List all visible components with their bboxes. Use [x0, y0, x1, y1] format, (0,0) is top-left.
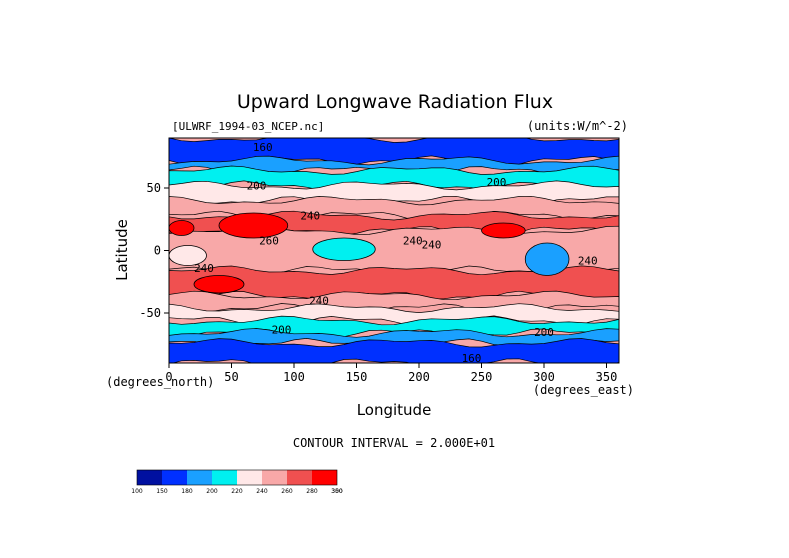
- colorbar-label: 350: [331, 488, 343, 495]
- latitude-band: [169, 155, 619, 176]
- x-axis-label: Longitude: [357, 401, 432, 419]
- x-tick-label: 300: [533, 370, 555, 384]
- x-tick-label: 200: [408, 370, 430, 384]
- y-unit-label: (degrees_north): [106, 375, 214, 389]
- x-tick-label: 350: [596, 370, 618, 384]
- colorbar-label: 100: [131, 488, 143, 495]
- colorbar-swatch: [137, 470, 162, 485]
- colorbar-label: 150: [156, 488, 168, 495]
- latitude-band: [169, 138, 619, 166]
- chart-title: Upward Longwave Radiation Flux: [237, 91, 553, 113]
- contour-field: [169, 138, 619, 363]
- regional-feature: [193, 275, 245, 294]
- colorbar-swatch: [287, 470, 312, 485]
- regional-feature: [218, 212, 289, 239]
- colorbar-label: 240: [256, 488, 268, 495]
- regional-feature: [169, 220, 195, 236]
- contour-label: 160: [253, 141, 273, 154]
- y-tick-label: 50: [147, 181, 161, 195]
- x-axis-ticks: 0 50 100 150 200 250 300 350: [165, 363, 617, 384]
- colorbar-swatch: [212, 470, 237, 485]
- contour-label: 200: [534, 326, 554, 339]
- x-tick-label: 100: [283, 370, 305, 384]
- contour-label: 240: [194, 262, 214, 275]
- colorbar-frame: [136, 469, 338, 486]
- y-axis-ticks: 50 0 -50: [139, 181, 169, 320]
- contour-label: 260: [259, 235, 279, 248]
- contour-label: 240: [300, 210, 320, 223]
- units-label: (units:W/m^-2): [527, 119, 628, 133]
- contour-label: 200: [247, 180, 267, 193]
- colorbar-swatch: [312, 470, 337, 485]
- latitude-band: [169, 338, 619, 363]
- y-tick-label: -50: [139, 306, 161, 320]
- latitude-band: [169, 165, 619, 191]
- regional-feature: [312, 237, 376, 261]
- y-axis-label: Latitude: [113, 219, 131, 281]
- contour-label: 240: [578, 255, 598, 268]
- contour-label: 240: [422, 238, 442, 251]
- contour-label: 200: [272, 323, 292, 336]
- contour-label: 160: [462, 352, 482, 365]
- colorbar-swatch: [187, 470, 212, 485]
- colorbar-label: 280: [306, 488, 318, 495]
- colorbar-swatch: [162, 470, 187, 485]
- colorbar-label: 300: [331, 488, 343, 495]
- x-unit-label: (degrees_east): [533, 383, 634, 397]
- regional-feature: [524, 242, 570, 276]
- file-label: [ULWRF_1994-03_NCEP.nc]: [172, 120, 324, 133]
- x-tick-label: 50: [224, 370, 238, 384]
- colorbar-label: 260: [281, 488, 293, 495]
- contour-label: 200: [487, 176, 507, 189]
- colorbar-label: 220: [231, 488, 243, 495]
- colorbar-swatch: [237, 470, 262, 485]
- x-tick-label: 250: [471, 370, 493, 384]
- colorbar-label: 200: [206, 488, 218, 495]
- regional-feature: [169, 245, 207, 266]
- contour-interval-text: CONTOUR INTERVAL = 2.000E+01: [293, 436, 495, 450]
- colorbar-swatch: [262, 470, 287, 485]
- latitude-band: [169, 328, 619, 348]
- x-tick-label: 150: [346, 370, 368, 384]
- regional-feature: [481, 222, 526, 239]
- colorbar-label: 180: [181, 488, 193, 495]
- contour-label: 240: [403, 235, 423, 248]
- contour-label: 240: [309, 295, 329, 308]
- y-tick-label: 0: [154, 244, 161, 258]
- x-tick-label: 0: [165, 370, 172, 384]
